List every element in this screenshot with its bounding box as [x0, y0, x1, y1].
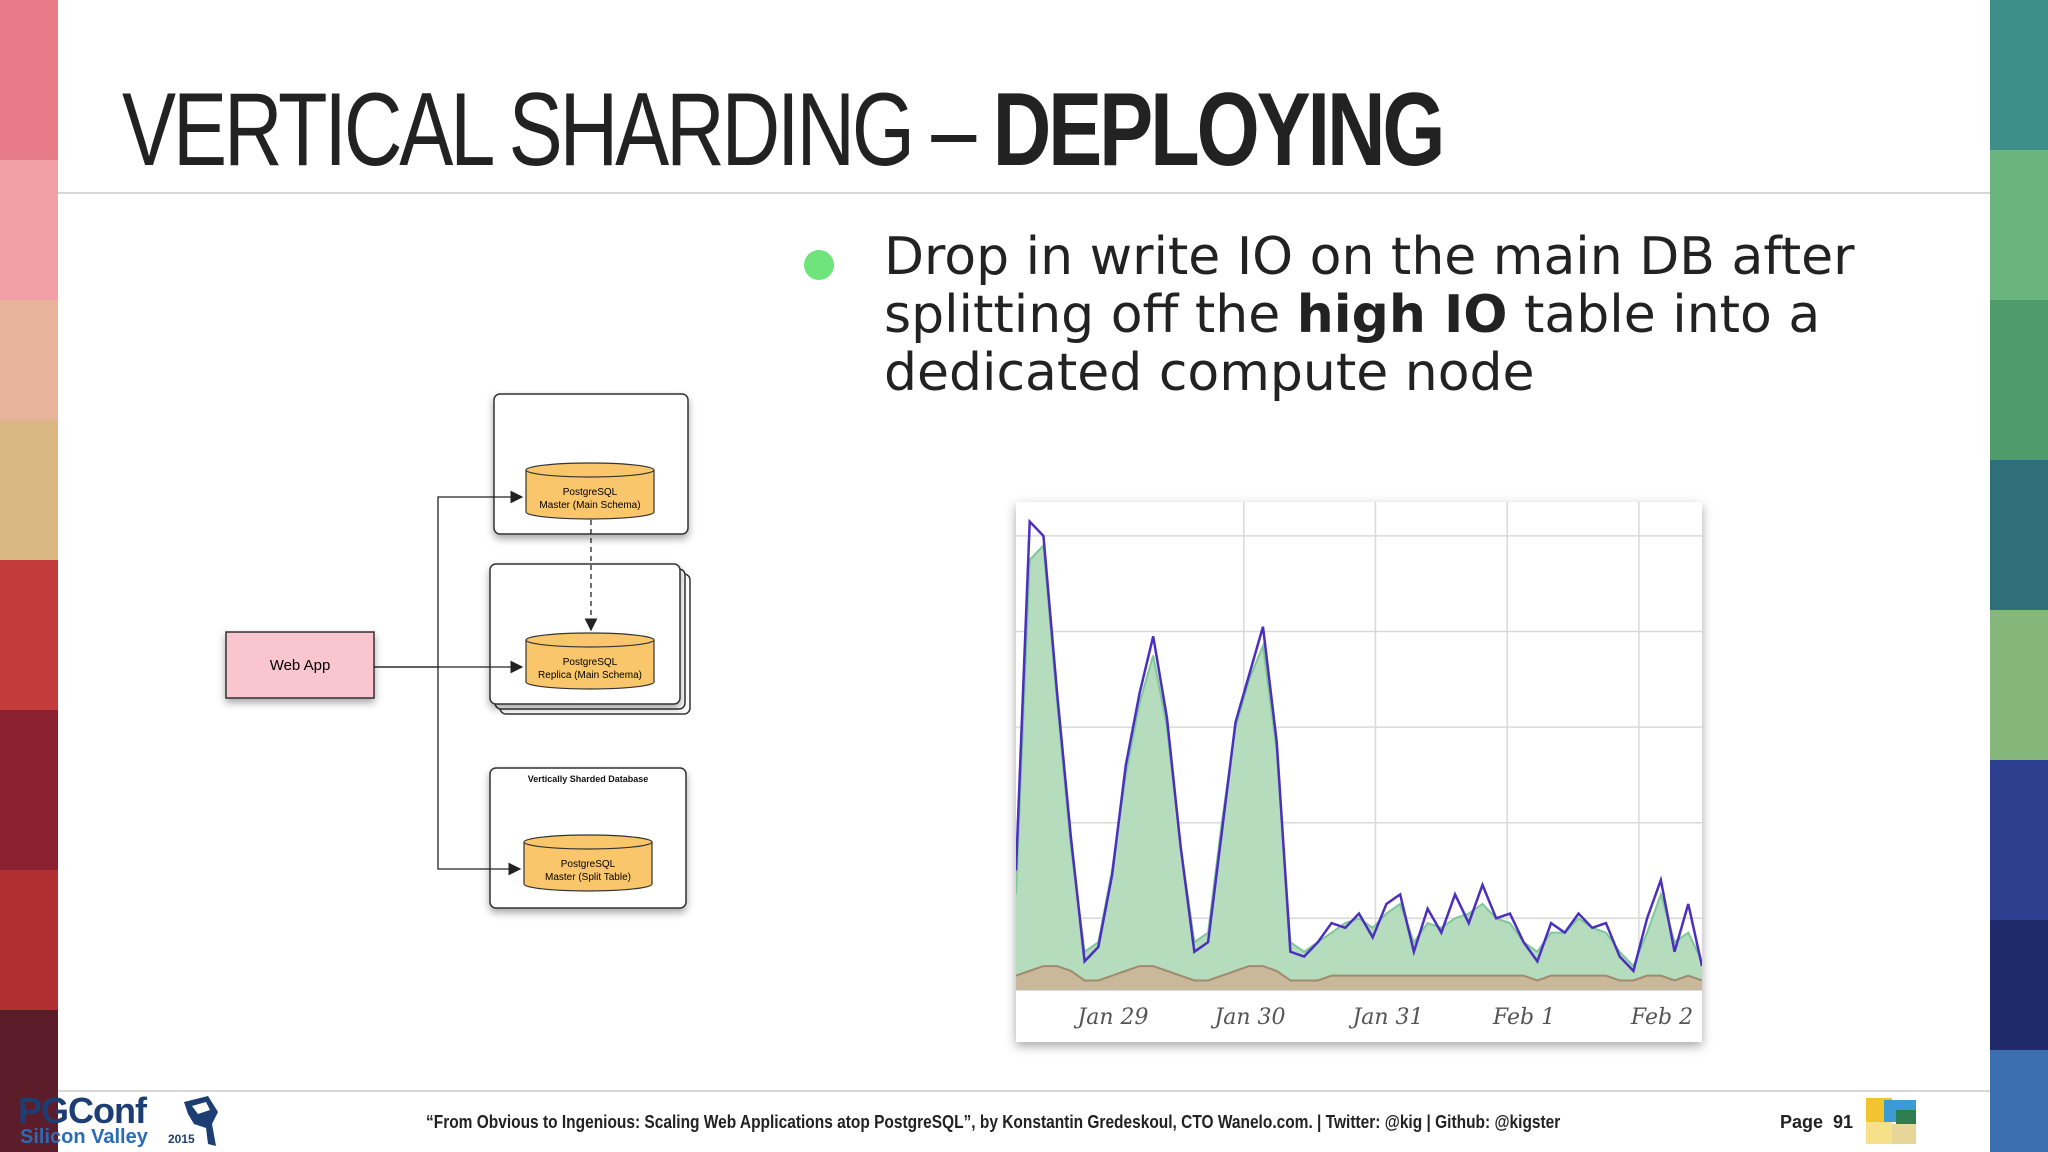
left-painted-border: [0, 0, 58, 1152]
baseline-area-fill: [1016, 966, 1702, 990]
title-light: VERTICAL SHARDING –: [122, 72, 993, 188]
x-tick-label-1: Jan 30: [1210, 1005, 1285, 1030]
web-app-label: Web App: [270, 657, 331, 674]
replica-line2: Replica (Main Schema): [538, 670, 642, 681]
bullet-part2: table into a dedicated compute node: [884, 285, 1821, 403]
bullet-part1: Drop in write IO on the main DB after sp…: [884, 227, 1855, 345]
series-line-2: [1015, 965, 1703, 982]
series-area-fill: [1016, 545, 1702, 990]
master-db-icon: [525, 462, 655, 520]
bullet-bold: high IO: [1296, 285, 1508, 345]
series-line-1: [1014, 518, 1704, 974]
sharded-title: Vertically Sharded Database: [528, 774, 649, 784]
logo-year: 2015: [168, 1132, 195, 1146]
web-app-box: [225, 631, 375, 699]
x-tick-label-2: Jan 31: [1348, 1005, 1423, 1030]
slide-title: VERTICAL SHARDING – DEPLOYING: [122, 70, 1446, 190]
master-line2: Master (Main Schema): [539, 500, 640, 511]
replica-line1: PostgreSQL: [563, 657, 618, 668]
slide: VERTICAL SHARDING – DEPLOYING Drop in wr…: [58, 0, 1990, 1152]
split-line1: PostgreSQL: [561, 859, 616, 870]
io-chart-svg: Jan 29 Jan 30 Jan 31 Feb 1 Feb 2: [1014, 502, 1746, 1042]
bullet-dot-icon: [804, 250, 834, 280]
x-axis-band: [1016, 990, 1702, 1042]
connector-to-split: [437, 667, 522, 876]
logo-main: PGConf: [18, 1090, 147, 1131]
page-number: Page 91: [1780, 1112, 1853, 1133]
footer-divider: [58, 1090, 1990, 1092]
master-line1: PostgreSQL: [563, 487, 618, 498]
io-chart: Jan 29 Jan 30 Jan 31 Feb 1 Feb 2: [1014, 502, 1746, 1042]
architecture-diagram: Vertically Sharded Database PostgreSQL M…: [225, 393, 691, 909]
elephant-icon: [184, 1096, 218, 1146]
split-db-icon: [523, 834, 653, 892]
x-tick-label-3: Feb 1: [1492, 1005, 1555, 1030]
footer-citation: “From Obvious to Ingenious: Scaling Web …: [426, 1112, 1561, 1132]
right-painted-border: [1990, 0, 2048, 1152]
x-tick-label-4: Feb 2: [1630, 1005, 1693, 1030]
replica-db-icon: [525, 632, 655, 690]
page-label: Page: [1780, 1112, 1824, 1132]
x-tick-label-0: Jan 29: [1073, 1005, 1148, 1030]
corner-squares-icon: [1866, 1098, 1916, 1144]
bullet-text: Drop in write IO on the main DB after sp…: [884, 228, 1884, 402]
title-divider: [58, 192, 1990, 194]
page-value: 91: [1833, 1112, 1854, 1132]
split-line2: Master (Split Table): [545, 872, 631, 883]
title-bold: DEPLOYING: [992, 72, 1446, 188]
logo-sub: Silicon Valley: [20, 1126, 148, 1148]
pgconf-logo: PGConf Silicon Valley 2015: [18, 1090, 218, 1152]
